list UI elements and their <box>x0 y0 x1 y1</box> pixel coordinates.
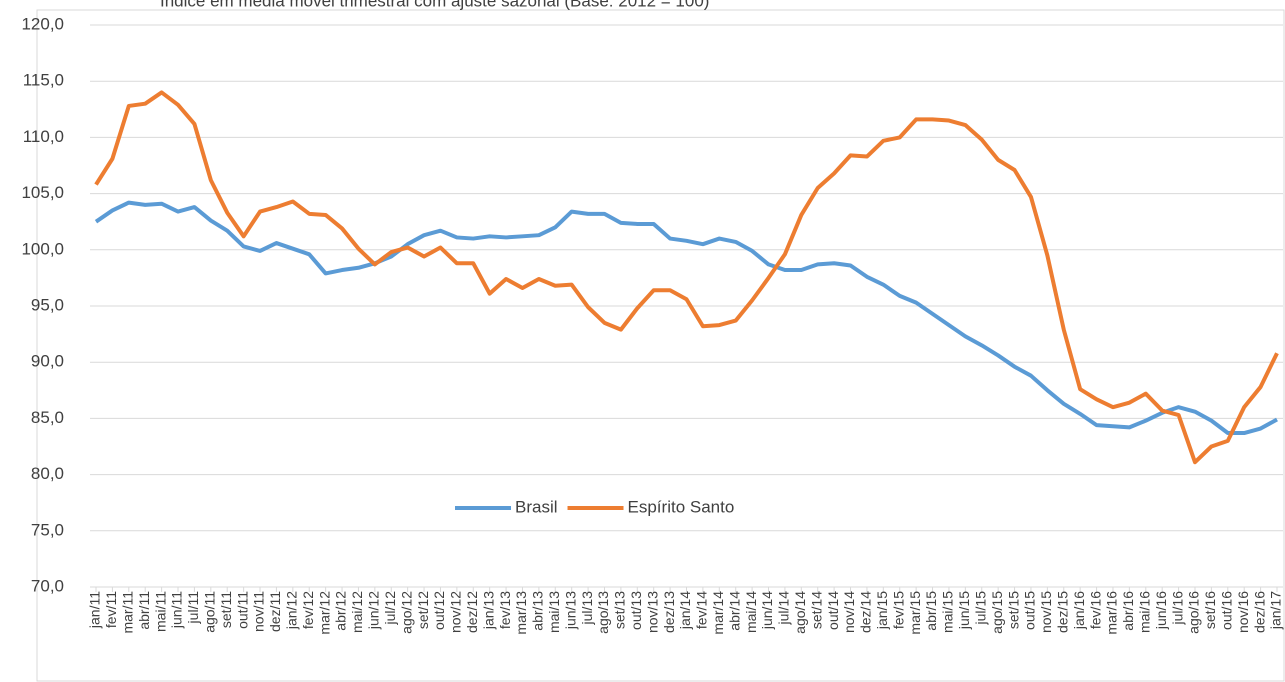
x-tick-label: set/13 <box>612 591 628 629</box>
x-tick-label: out/12 <box>431 591 447 630</box>
x-tick-label: mai/16 <box>1136 591 1152 633</box>
x-tick-label: fev/13 <box>497 591 513 629</box>
x-tick-label: jul/15 <box>972 591 988 626</box>
x-tick-label: out/13 <box>628 591 644 630</box>
y-tick-label: 70,0 <box>31 576 64 595</box>
x-tick-label: nov/13 <box>644 591 660 633</box>
x-tick-label: mai/11 <box>152 591 168 632</box>
x-tick-label: jan/13 <box>480 591 496 630</box>
chart-frame <box>36 9 1285 682</box>
x-tick-label: dez/16 <box>1251 591 1267 633</box>
x-tick-label: set/16 <box>1202 591 1218 629</box>
legend-label: Brasil <box>515 497 558 516</box>
x-tick-label: set/12 <box>415 591 431 629</box>
x-tick-label: mar/14 <box>710 591 726 635</box>
y-tick-label: 90,0 <box>31 352 64 371</box>
y-tick-label: 100,0 <box>21 239 64 258</box>
x-tick-label: abr/12 <box>333 591 349 631</box>
x-tick-label: abr/16 <box>1120 591 1136 631</box>
x-tick-label: jun/14 <box>759 591 775 630</box>
x-tick-label: nov/14 <box>841 591 857 633</box>
x-tick-label: jun/16 <box>1153 591 1169 630</box>
x-tick-label: mar/11 <box>120 591 136 634</box>
x-tick-label: jun/13 <box>562 591 578 630</box>
x-tick-label: jul/14 <box>776 591 792 626</box>
x-tick-label: fev/14 <box>694 591 710 629</box>
x-tick-label: jul/11 <box>185 591 201 625</box>
x-tick-label: fev/12 <box>300 591 316 629</box>
x-tick-label: nov/16 <box>1235 591 1251 633</box>
x-tick-label: ago/12 <box>398 591 414 634</box>
x-tick-label: ago/11 <box>202 591 218 633</box>
y-tick-label: 115,0 <box>23 71 64 90</box>
x-tick-label: nov/11 <box>251 591 267 632</box>
y-tick-label: 75,0 <box>31 520 64 539</box>
x-tick-label: fev/11 <box>103 591 119 628</box>
x-tick-label: jan/15 <box>874 591 890 630</box>
x-tick-label: out/15 <box>1022 591 1038 630</box>
x-tick-label: set/15 <box>1005 591 1021 629</box>
x-tick-label: out/16 <box>1218 591 1234 630</box>
x-tick-label: ago/15 <box>989 591 1005 634</box>
x-tick-label: dez/14 <box>858 591 874 633</box>
x-tick-label: fev/16 <box>1087 591 1103 629</box>
x-tick-label: mar/16 <box>1104 591 1120 635</box>
legend-label: Espírito Santo <box>628 497 735 516</box>
y-tick-label: 85,0 <box>31 408 64 427</box>
x-tick-label: jun/11 <box>169 591 185 629</box>
chart-title: Índice em média móvel trimestral com aju… <box>160 0 709 10</box>
x-tick-label: jan/11 <box>87 591 103 629</box>
x-tick-label: ago/13 <box>595 591 611 634</box>
x-tick-label: mar/12 <box>316 591 332 635</box>
x-tick-label: jul/16 <box>1169 591 1185 626</box>
x-tick-label: dez/15 <box>1054 591 1070 633</box>
x-tick-label: jan/14 <box>677 591 693 630</box>
x-tick-label: jun/15 <box>956 591 972 630</box>
x-tick-label: set/11 <box>218 591 234 628</box>
x-tick-label: mai/13 <box>546 591 562 633</box>
x-tick-label: dez/11 <box>267 591 283 632</box>
x-tick-label: abr/13 <box>530 591 546 631</box>
x-tick-label: dez/12 <box>464 591 480 633</box>
x-tick-label: mai/15 <box>940 591 956 633</box>
y-tick-label: 120,0 <box>21 14 64 33</box>
x-tick-label: out/14 <box>825 591 841 630</box>
x-tick-label: abr/14 <box>726 591 742 631</box>
y-tick-label: 95,0 <box>31 295 64 314</box>
x-tick-label: jan/12 <box>284 591 300 630</box>
x-tick-label: nov/15 <box>1038 591 1054 633</box>
x-tick-label: abr/11 <box>136 591 152 630</box>
x-tick-label: jul/12 <box>382 591 398 626</box>
x-tick-label: out/11 <box>234 591 250 629</box>
x-tick-label: mai/12 <box>349 591 365 633</box>
x-tick-label: mai/14 <box>743 591 759 633</box>
y-tick-label: 105,0 <box>21 183 64 202</box>
x-tick-label: dez/13 <box>661 591 677 633</box>
x-tick-label: mar/15 <box>907 591 923 635</box>
x-tick-label: jan/17 <box>1268 591 1284 630</box>
line-series <box>94 90 1279 465</box>
x-tick-label: nov/12 <box>448 591 464 633</box>
x-tick-label: abr/15 <box>923 591 939 631</box>
x-tick-label: jun/12 <box>366 591 382 630</box>
x-tick-label: fev/15 <box>890 591 906 629</box>
line-series <box>94 200 1278 436</box>
x-tick-label: jul/13 <box>579 591 595 626</box>
y-tick-label: 80,0 <box>31 464 64 483</box>
x-tick-label: set/14 <box>808 591 824 629</box>
x-tick-label: ago/14 <box>792 591 808 634</box>
x-tick-label: mar/13 <box>513 591 529 635</box>
x-tick-label: ago/16 <box>1186 591 1202 634</box>
y-tick-label: 110,0 <box>23 127 64 146</box>
x-tick-label: jan/16 <box>1071 591 1087 630</box>
